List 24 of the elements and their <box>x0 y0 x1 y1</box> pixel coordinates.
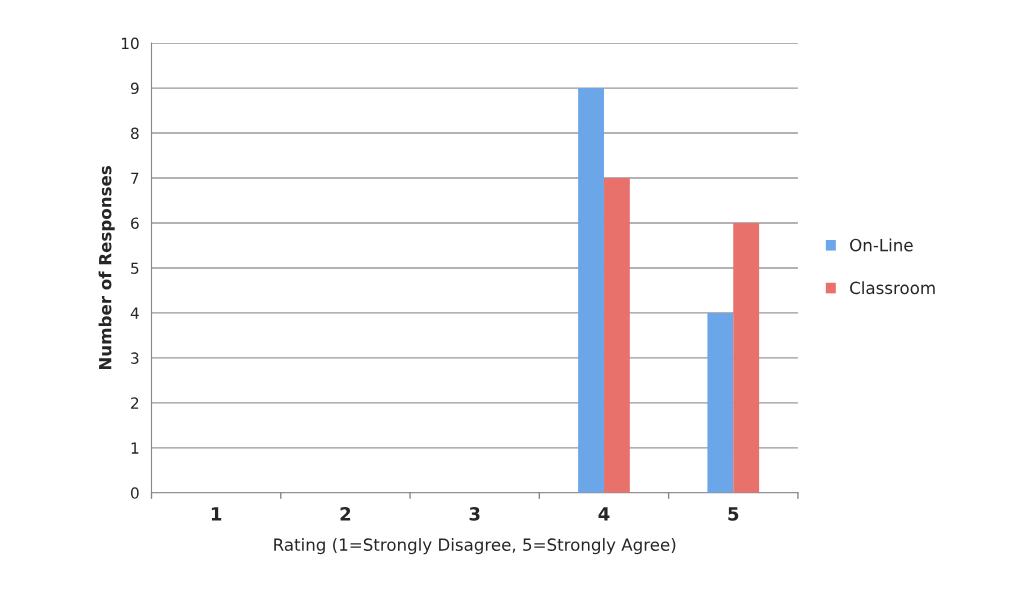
y-tick-label: 1 <box>131 442 139 454</box>
y-tick-label: 8 <box>131 127 139 140</box>
x-tick-label: 1 <box>211 507 222 521</box>
legend-label: Classroom <box>850 281 935 295</box>
y-tick-label: 10 <box>121 37 139 50</box>
y-tick-label: 0 <box>130 487 139 499</box>
bar <box>578 88 604 493</box>
x-tick-label: 5 <box>728 507 739 521</box>
bar <box>603 178 630 493</box>
bar <box>707 312 734 493</box>
bar <box>733 222 760 493</box>
y-tick-label: 7 <box>131 172 139 184</box>
y-tick-label: 2 <box>131 397 139 409</box>
y-tick-label: 5 <box>131 262 139 274</box>
x-tick-label: 3 <box>469 507 480 521</box>
y-tick-label: 9 <box>130 82 139 95</box>
y-tick-label: 6 <box>131 217 139 230</box>
x-tick-label: 4 <box>598 507 610 521</box>
y-tick-label: 4 <box>130 307 139 319</box>
x-tick-label: 2 <box>340 507 351 521</box>
y-tick-label: 3 <box>131 352 139 364</box>
x-axis-title: Rating (1=Strongly Disagree, 5=Strongly Agree) <box>274 538 676 555</box>
y-axis-title: Number of Responses <box>98 166 115 370</box>
legend-label: On-Line <box>850 238 913 252</box>
